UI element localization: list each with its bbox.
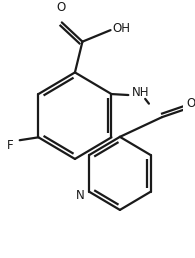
Text: F: F (7, 139, 14, 151)
Text: N: N (76, 189, 85, 202)
Text: NH: NH (132, 86, 150, 99)
Text: O: O (56, 1, 66, 14)
Text: OH: OH (112, 22, 130, 35)
Text: O: O (186, 97, 195, 110)
